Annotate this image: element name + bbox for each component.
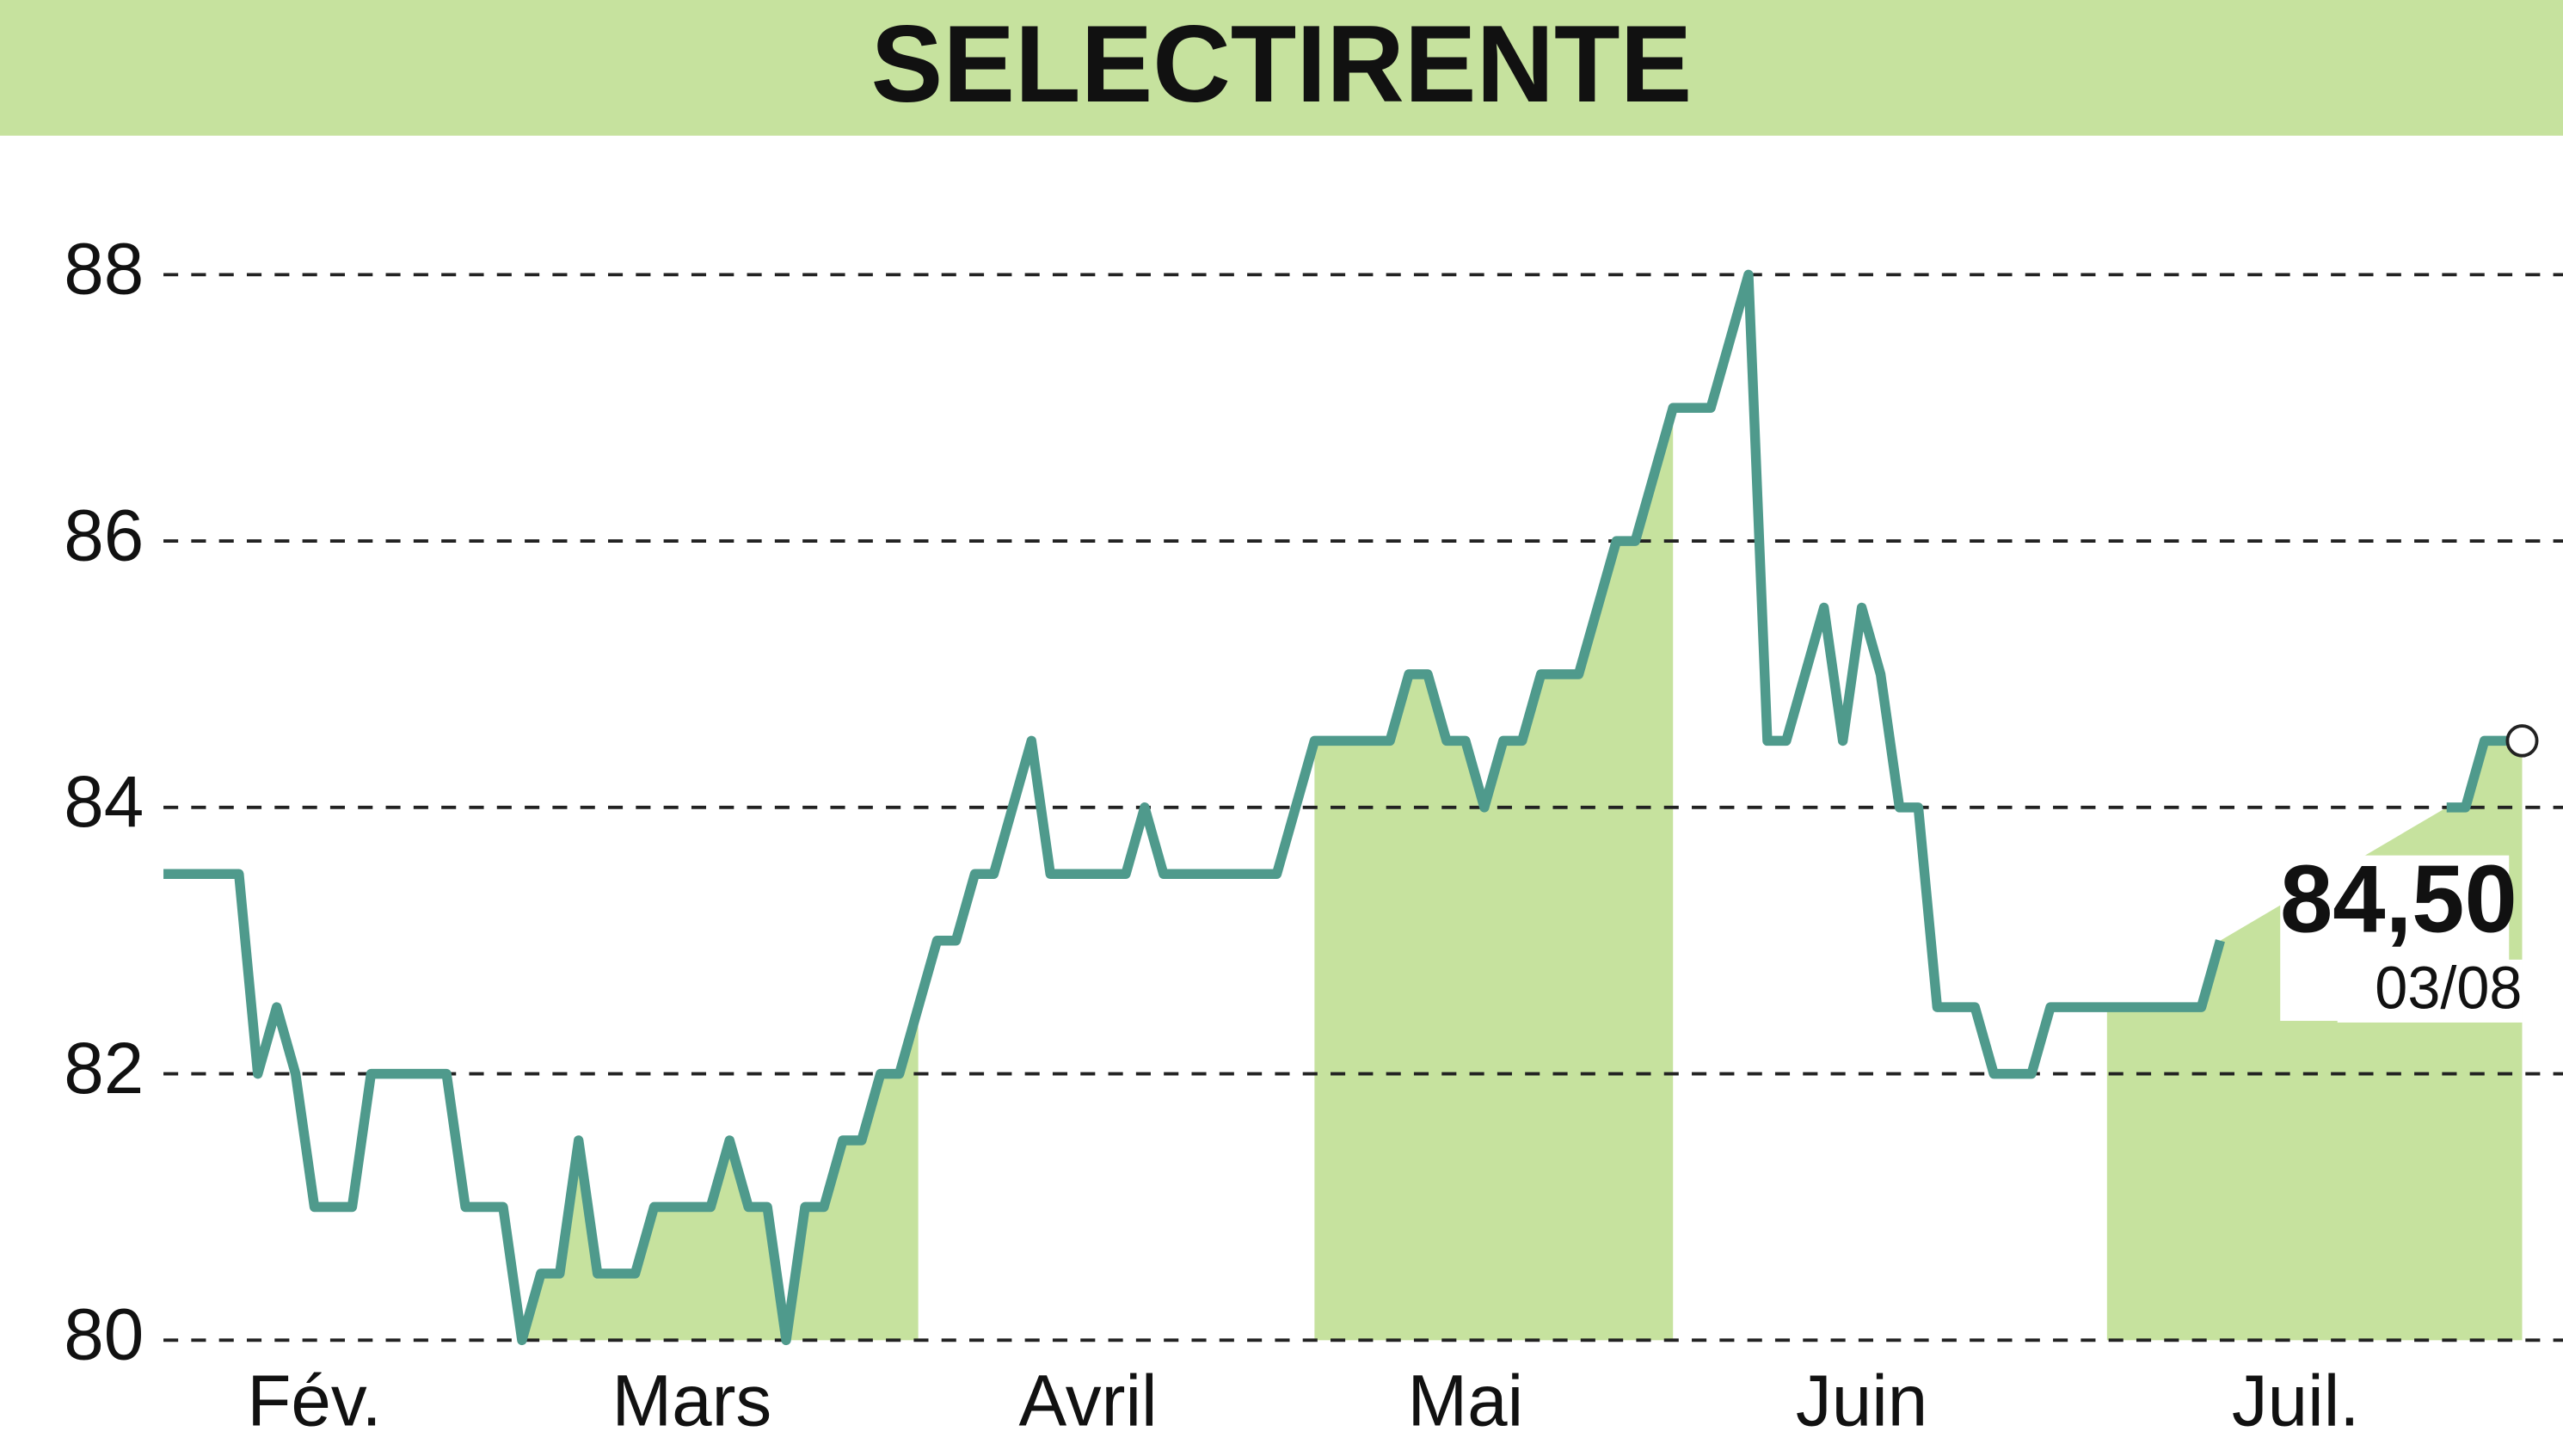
x-tick-label: Juil. — [2232, 1360, 2360, 1441]
x-tick-label: Avril — [1019, 1360, 1158, 1441]
y-tick-label: 80 — [64, 1293, 144, 1375]
last-point — [2505, 724, 2539, 758]
title-bar — [0, 0, 2563, 136]
y-tick-label: 82 — [64, 1027, 144, 1109]
x-tick-label: Mars — [612, 1360, 771, 1441]
area-fill — [2106, 740, 2523, 1341]
y-tick-label: 86 — [64, 495, 144, 576]
label-box — [2337, 959, 2523, 1023]
last-date: 03/08 — [2375, 955, 2522, 1021]
area-fill — [1314, 408, 1674, 1341]
chart-title: SELECTIRENTE — [871, 3, 1693, 126]
x-tick-label: Juin — [1796, 1360, 1927, 1441]
last-value: 84,50 — [2280, 845, 2517, 953]
x-tick-label: Mai — [1408, 1360, 1524, 1441]
x-tick-label: Fév. — [247, 1360, 381, 1441]
y-tick-label: 84 — [64, 761, 144, 843]
y-tick-label: 88 — [64, 228, 144, 310]
